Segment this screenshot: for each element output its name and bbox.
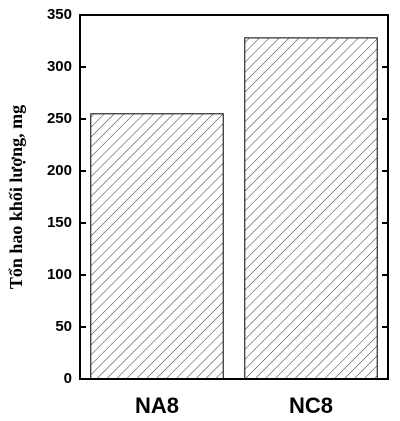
x-tick-label: NA8: [135, 393, 179, 418]
y-tick-label: 200: [47, 162, 72, 179]
y-axis-label: Tổn hao khối lượng, mg: [6, 105, 26, 289]
bar: [90, 113, 224, 380]
y-tick-label: 0: [64, 370, 72, 387]
y-tick-label: 150: [47, 214, 72, 231]
y-tick-label: 50: [55, 318, 72, 335]
y-tick-label: 300: [47, 58, 72, 75]
y-tick-label: 100: [47, 266, 72, 283]
y-tick-label: 250: [47, 110, 72, 127]
bar: [244, 37, 378, 380]
plot-frame: [79, 14, 389, 380]
y-tick-label: 350: [47, 6, 72, 23]
x-tick-label: NC8: [289, 393, 333, 418]
